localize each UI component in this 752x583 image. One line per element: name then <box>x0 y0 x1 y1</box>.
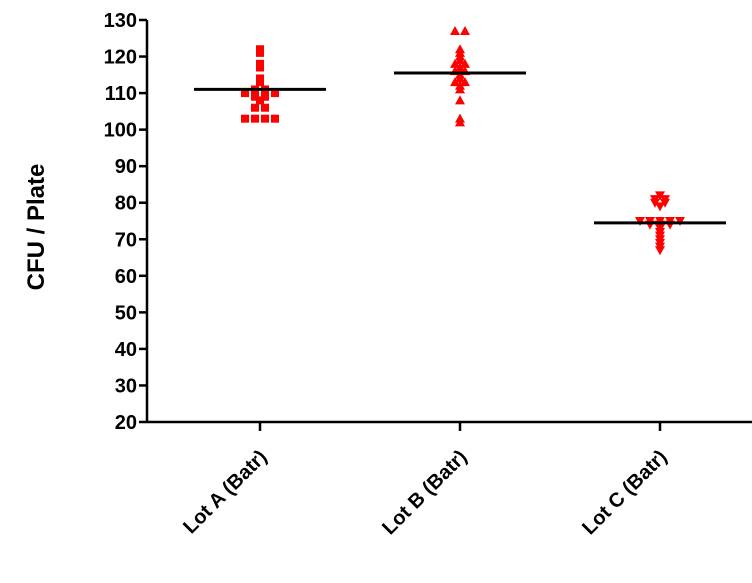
data-point <box>251 103 259 112</box>
y-tick-label: 120 <box>104 47 137 69</box>
y-tick-label: 110 <box>105 83 137 105</box>
data-point <box>256 96 264 105</box>
x-category-label: Lot A (Batr) <box>179 446 271 538</box>
data-point <box>455 117 465 127</box>
data-point <box>256 63 264 72</box>
x-axis-ticks: Lot A (Batr) Lot B (Batr) Lot C (Batr) <box>179 422 672 539</box>
data-point <box>241 114 249 123</box>
y-axis-ticks: 20 30 40 50 60 70 80 90 100 110 120 130 <box>104 10 147 434</box>
data-point <box>450 25 460 35</box>
data-point <box>261 114 269 123</box>
data-point <box>450 58 460 68</box>
y-axis-title: CFU / Plate <box>23 164 50 291</box>
y-tick-label: 40 <box>115 339 137 361</box>
data-point <box>455 73 465 83</box>
y-tick-label: 50 <box>115 302 137 324</box>
data-point <box>460 58 470 68</box>
y-tick-label: 70 <box>115 229 137 251</box>
data-point <box>655 191 665 201</box>
data-point <box>251 114 259 123</box>
data-point <box>650 198 660 208</box>
x-category-label: Lot C (Batr) <box>578 446 671 539</box>
data-points <box>241 25 685 256</box>
data-point <box>655 246 665 256</box>
data-point <box>455 55 465 65</box>
data-point <box>450 77 460 87</box>
data-point <box>655 202 665 212</box>
data-point <box>261 103 269 112</box>
y-tick-label: 60 <box>115 266 137 288</box>
data-point <box>251 92 259 101</box>
data-point <box>271 89 279 98</box>
median-lines <box>194 71 726 225</box>
data-point <box>460 25 470 35</box>
data-point <box>455 95 465 105</box>
y-tick-label: 20 <box>115 412 137 434</box>
data-point <box>271 114 279 123</box>
x-category-label: Lot B (Batr) <box>378 446 471 539</box>
data-point <box>256 78 264 87</box>
data-point <box>256 48 264 57</box>
y-tick-label: 100 <box>104 120 137 142</box>
y-tick-label: 130 <box>104 10 137 32</box>
data-point <box>660 198 670 208</box>
data-point <box>460 77 470 87</box>
data-point <box>241 89 249 98</box>
y-tick-label: 90 <box>115 156 137 178</box>
data-point <box>455 84 465 94</box>
y-tick-label: 30 <box>115 375 137 397</box>
data-point <box>455 62 465 72</box>
data-point <box>261 92 269 101</box>
y-tick-label: 80 <box>115 193 137 215</box>
